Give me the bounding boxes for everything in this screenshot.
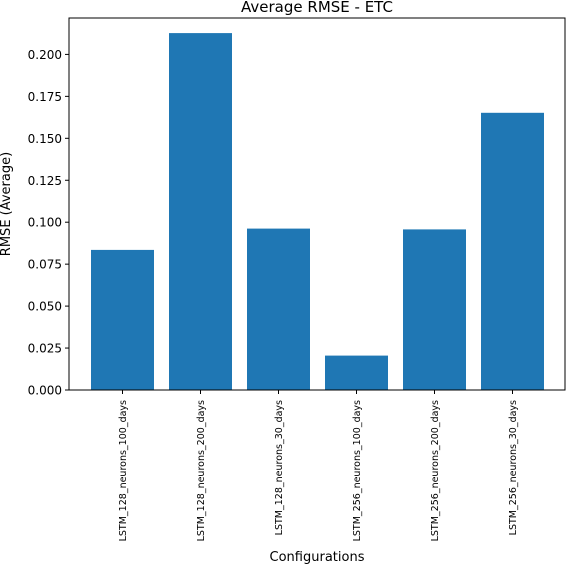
y-tick-label: 0.125 bbox=[28, 174, 62, 188]
bar-LSTM_256_neurons_200_days bbox=[403, 229, 466, 390]
x-tick-label: LSTM_256_neurons_100_days bbox=[352, 400, 363, 541]
x-tick-label: LSTM_256_neurons_30_days bbox=[508, 400, 519, 535]
x-tick-label: LSTM_128_neurons_200_days bbox=[196, 400, 207, 541]
bars-layer bbox=[91, 33, 544, 391]
y-tick-label: 0.000 bbox=[28, 384, 62, 398]
bar-LSTM_128_neurons_30_days bbox=[247, 228, 310, 390]
bar-LSTM_128_neurons_200_days bbox=[169, 33, 232, 390]
x-tick-label: LSTM_128_neurons_100_days bbox=[118, 400, 129, 541]
y-axis-ticks: 0.000 0.025 0.050 0.075 0.100 0.125 0.150 0.175… bbox=[28, 48, 69, 398]
y-tick-label: 0.175 bbox=[28, 90, 62, 104]
y-tick-label: 0.075 bbox=[28, 258, 62, 272]
chart-title: Average RMSE - ETC bbox=[241, 0, 393, 16]
y-tick-label: 0.200 bbox=[28, 48, 62, 62]
x-tick-label: LSTM_128_neurons_30_days bbox=[274, 400, 285, 535]
x-tick-label: LSTM_256_neurons_200_days bbox=[430, 400, 441, 541]
x-axis-ticks: LSTM_128_neurons_100_days LSTM_128_neuron… bbox=[118, 390, 519, 541]
x-axis-label: Configurations bbox=[270, 550, 365, 564]
bar-LSTM_256_neurons_100_days bbox=[325, 355, 388, 390]
bar-LSTM_256_neurons_30_days bbox=[481, 112, 544, 391]
y-tick-label: 0.050 bbox=[28, 300, 62, 314]
y-tick-label: 0.100 bbox=[28, 216, 62, 230]
bar-LSTM_128_neurons_100_days bbox=[91, 249, 154, 390]
y-tick-label: 0.150 bbox=[28, 132, 62, 146]
plot-frame bbox=[68, 17, 566, 391]
y-axis-label: RMSE (Average) bbox=[0, 152, 14, 256]
y-tick-label: 0.025 bbox=[28, 342, 62, 356]
